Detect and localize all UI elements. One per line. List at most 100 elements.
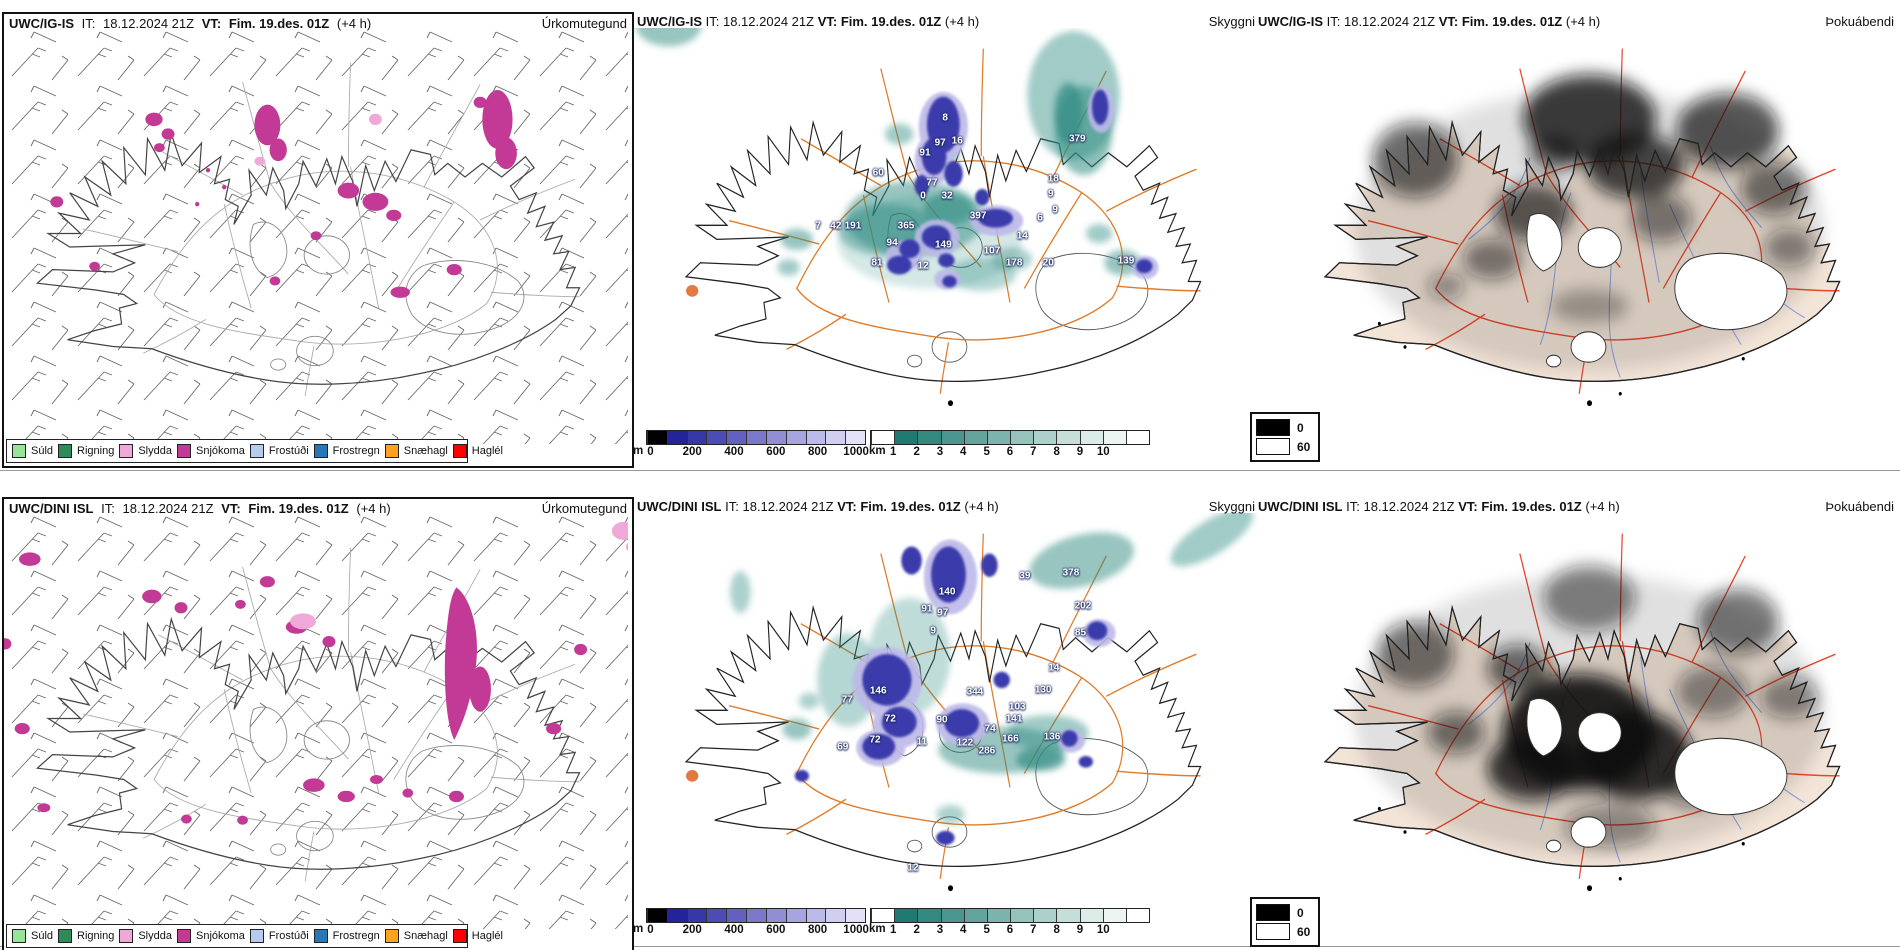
- colorbar-cell: [666, 909, 687, 922]
- init-time-label: IT:: [725, 499, 739, 514]
- colorbar-tick: 7: [1030, 446, 1037, 458]
- colorbar-cell: [1079, 909, 1103, 922]
- fog-legend-label: 0: [1297, 905, 1304, 920]
- legend-label: Snæhagl: [403, 930, 448, 942]
- colorbar-cell: [1125, 431, 1150, 444]
- colorbar-cell: [686, 431, 707, 444]
- fog-legend-row: 0: [1256, 904, 1314, 921]
- legend-item: Frostregn: [309, 444, 380, 458]
- colorbar-cell: [805, 909, 826, 922]
- legend-swatch: [384, 929, 399, 943]
- legend-swatch: [249, 444, 264, 458]
- colorbar-unit: km: [869, 445, 886, 457]
- legend-label: Súld: [31, 445, 54, 457]
- colorbar-cells: [870, 430, 1150, 445]
- fog-legend-label: 0: [1297, 420, 1304, 435]
- colorbar-cell: [845, 909, 865, 922]
- cloudbase-colorbar-row2: 0 200 400 600 800 1000 m: [633, 908, 869, 938]
- panel-header-cloud-row1: UWC/IG-IS IT: 18.12.2024 21Z VT: Fim. 19…: [637, 14, 1255, 29]
- colorbar-tick: 200: [682, 924, 702, 936]
- product-title: Þokuábendi: [1825, 14, 1894, 29]
- lead-time: (+4 h): [336, 16, 372, 31]
- fog-patches: [1353, 565, 1826, 856]
- model-run-text: UWC/DINI ISL IT: 18.12.2024 21Z VT: Fim.…: [637, 499, 999, 514]
- colorbar-cell: [825, 431, 846, 444]
- model-name: UWC/DINI ISL: [637, 499, 722, 514]
- colorbar-unit: km: [869, 923, 886, 935]
- sleet-patches: [254, 113, 382, 166]
- colorbar-cell: [746, 431, 766, 444]
- init-time-value: 18.12.2024 21Z: [1363, 499, 1455, 514]
- valid-time-value: Fim. 19.des. 01Z: [228, 16, 330, 31]
- legend-item: Snæhagl: [380, 444, 448, 458]
- colorbar-tick: 600: [766, 924, 786, 936]
- legend-label: Súld: [31, 930, 54, 942]
- precip-type-legend: Súld Rigning Slydda Snjókoma Frostúði Frostre…: [6, 439, 503, 463]
- colorbar-tick: 0: [647, 924, 654, 936]
- colorbar-cell: [845, 431, 865, 444]
- product-title: Úrkomutegund: [541, 501, 627, 516]
- panel-header-fog-row1: UWC/IG-IS IT: 18.12.2024 21Z VT: Fim. 19…: [1258, 14, 1894, 29]
- legend-label: Frostúði: [268, 445, 309, 457]
- valid-time-label: VT:: [817, 14, 838, 29]
- colorbar-unit: m: [633, 923, 644, 935]
- colorbar-tick: 10: [1096, 924, 1110, 936]
- colorbar-cell: [1102, 909, 1126, 922]
- colorbar-cell: [917, 431, 941, 444]
- legend-swatch: [313, 444, 328, 458]
- colorbar-cell: [1102, 431, 1126, 444]
- colorbar-tick: 6: [1006, 924, 1014, 936]
- colorbar-cell: [917, 909, 941, 922]
- valid-time-value: Fim. 19.des. 01Z: [1461, 14, 1563, 29]
- colorbar-tick: 3: [936, 446, 944, 458]
- colorbar-cells: [646, 908, 866, 923]
- colorbar-tick: 400: [724, 924, 744, 936]
- colorbar-cell: [666, 431, 687, 444]
- legend-item: Snæhagl: [380, 929, 448, 943]
- panel-header-fog-row2: UWC/DINI ISL IT: 18.12.2024 21Z VT: Fim.…: [1258, 499, 1894, 514]
- legend-swatch: [452, 444, 467, 458]
- valid-time-label: VT:: [221, 501, 241, 516]
- model-run-text: UWC/DINI ISL IT: 18.12.2024 21Z VT: Fim.…: [1258, 499, 1620, 514]
- colorbar-cell: [894, 909, 918, 922]
- colorbar-cell: [726, 909, 747, 922]
- fog-legend-row: 60: [1256, 923, 1314, 940]
- model-name: UWC/IG-IS: [1258, 14, 1323, 29]
- fog-legend-swatch: [1256, 923, 1290, 940]
- valid-time-label: VT:: [1458, 499, 1478, 514]
- legend-swatch: [313, 929, 328, 943]
- colorbar-cell: [647, 431, 667, 444]
- colorbar-cell: [765, 431, 786, 444]
- precip-type-legend: Súld Rigning Slydda Snjókoma Frostúði Frostre…: [6, 924, 503, 948]
- fog-legend-swatch: [1256, 438, 1290, 455]
- colorbar-tick: 9: [1076, 924, 1084, 936]
- colorbar-tick: 800: [808, 924, 828, 936]
- colorbar-cell: [1056, 431, 1080, 444]
- valid-time-value: Fim. 19.des. 01Z: [1481, 499, 1582, 514]
- legend-item: Snjókoma: [172, 929, 245, 943]
- colorbar-tick: 800: [808, 446, 828, 458]
- colorbar-ticks: 1 2 3 4 5 6 7 8 9 10: [870, 445, 1150, 459]
- product-title: Skyggni: [1208, 14, 1255, 29]
- colorbar-cell: [1056, 909, 1080, 922]
- colorbar-tick: 8: [1053, 924, 1060, 936]
- init-time-label: IT:: [81, 16, 96, 31]
- colorbar-cell: [894, 431, 918, 444]
- lead-time: (+4 h): [964, 499, 999, 514]
- row-divider: [0, 470, 1900, 471]
- cloudbase-visibility-map-row1: [636, 28, 1202, 407]
- colorbar-tick: 200: [682, 446, 702, 458]
- colorbar-cell: [726, 431, 747, 444]
- colorbar-tick: 600: [766, 446, 786, 458]
- wind-precip-map: [4, 30, 628, 444]
- fog-patches: [1353, 74, 1826, 371]
- legend-item: Frostúði: [245, 929, 309, 943]
- panel-header: UWC/IG-IS IT: 18.12.2024 21Z VT: Fim. 19…: [9, 16, 627, 31]
- colorbar-cell: [765, 909, 786, 922]
- legend-label: Frostregn: [332, 445, 380, 457]
- colorbar-cell: [986, 431, 1011, 444]
- legend-swatch: [176, 444, 191, 458]
- init-time-value: 18.12.2024 21Z: [1343, 14, 1436, 29]
- colorbar-tick: 5: [983, 924, 990, 936]
- fog-legend-label: 60: [1297, 439, 1311, 454]
